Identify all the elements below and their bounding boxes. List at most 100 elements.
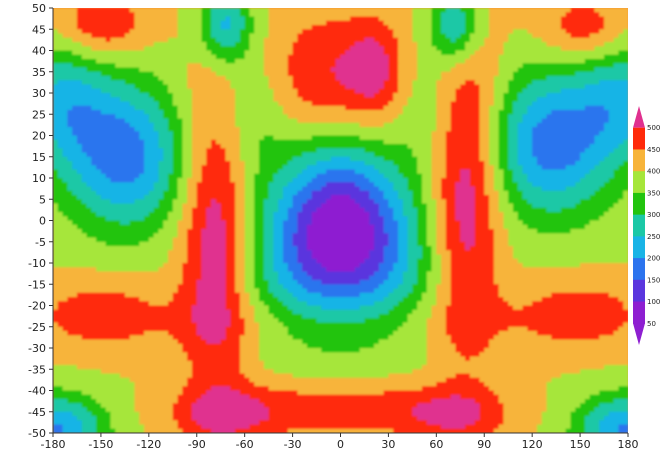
contour-cell xyxy=(436,297,452,302)
contour-cell xyxy=(584,428,600,433)
contour-cell xyxy=(235,101,279,107)
contour-cell xyxy=(551,110,610,115)
contour-cell xyxy=(402,110,437,115)
contour-cell xyxy=(244,250,255,256)
contour-cell xyxy=(522,165,543,171)
contour-cell xyxy=(239,139,260,145)
contour-cell xyxy=(268,288,289,294)
contour-cell xyxy=(398,37,413,43)
contour-cell xyxy=(455,37,471,43)
contour-cell xyxy=(201,271,227,277)
contour-cell xyxy=(124,33,179,39)
contour-cell xyxy=(546,386,620,392)
contour-cell xyxy=(235,258,246,264)
contour-cell xyxy=(53,390,83,396)
contour-cell xyxy=(53,144,59,149)
contour-cell xyxy=(168,122,183,128)
contour-cell xyxy=(532,80,600,86)
contour-cell xyxy=(465,241,476,247)
contour-cell xyxy=(575,71,628,77)
contour-cell xyxy=(187,254,203,260)
contour-cell xyxy=(613,203,628,209)
contour-cell xyxy=(254,173,275,179)
contour-cell xyxy=(508,114,524,120)
contour-cell xyxy=(244,267,255,273)
contour-cell xyxy=(345,105,385,111)
contour-cell xyxy=(306,237,375,243)
contour-cell xyxy=(134,382,188,387)
contour-cell xyxy=(321,292,361,298)
contour-cell xyxy=(53,216,68,222)
contour-cell xyxy=(235,271,246,277)
contour-cell xyxy=(182,148,193,154)
contour-cell xyxy=(177,25,203,30)
contour-cell xyxy=(388,275,404,281)
contour-cell xyxy=(513,207,548,213)
contour-cell xyxy=(168,250,188,256)
contour-cell xyxy=(623,190,628,196)
contour-cell xyxy=(235,267,246,273)
contour-cell xyxy=(445,224,461,230)
contour-cell xyxy=(479,416,505,421)
contour-cell xyxy=(493,93,505,98)
contour-cell xyxy=(273,292,294,298)
contour-cell xyxy=(211,139,217,145)
contour-cell xyxy=(469,356,628,362)
contour-cell xyxy=(206,220,227,226)
contour-cell xyxy=(527,224,586,230)
contour-cell xyxy=(469,33,490,39)
contour-cell xyxy=(215,37,241,43)
contour-cell xyxy=(201,275,227,281)
contour-cell xyxy=(498,135,509,141)
contour-cell xyxy=(53,407,88,413)
contour-cell xyxy=(455,190,476,196)
contour-cell xyxy=(297,190,313,196)
contour-cell xyxy=(196,182,236,188)
contour-cell xyxy=(513,71,576,77)
contour-cell xyxy=(374,343,428,349)
contour-cell xyxy=(570,229,628,234)
contour-cell xyxy=(225,224,236,230)
contour-cell xyxy=(546,76,628,81)
contour-cell xyxy=(292,195,313,200)
contour-cell xyxy=(369,220,385,226)
contour-cell xyxy=(76,292,126,298)
contour-cell xyxy=(498,195,509,200)
contour-cell xyxy=(53,199,83,205)
contour-cell xyxy=(426,241,437,247)
contour-cell xyxy=(508,122,519,128)
contour-cell xyxy=(407,178,423,183)
contour-cell xyxy=(450,339,490,345)
contour-cell xyxy=(393,263,409,268)
contour-cell xyxy=(254,267,265,273)
contour-cell xyxy=(72,127,136,132)
contour-cell xyxy=(53,42,83,47)
contour-cell xyxy=(53,148,64,154)
contour-cell xyxy=(158,161,174,166)
contour-cell xyxy=(359,292,390,298)
contour-cell xyxy=(263,360,428,366)
contour-cell xyxy=(292,309,390,315)
contour-cell xyxy=(287,161,318,166)
contour-cell xyxy=(489,224,505,230)
contour-cell xyxy=(364,37,375,43)
contour-cell xyxy=(311,275,370,281)
contour-cell xyxy=(302,203,322,209)
contour-cell xyxy=(412,16,433,22)
contour-cell xyxy=(398,76,418,81)
contour-cell xyxy=(489,118,500,124)
contour-cell xyxy=(311,195,332,200)
contour-cell xyxy=(182,343,241,349)
contour-cell xyxy=(402,280,418,285)
contour-cell xyxy=(302,169,327,175)
contour-cell xyxy=(398,254,409,260)
contour-cell xyxy=(191,403,265,409)
contour-cell xyxy=(273,267,289,273)
contour-cell xyxy=(287,54,342,60)
contour-cell xyxy=(191,224,207,230)
contour-cell xyxy=(474,199,490,205)
contour-cell xyxy=(163,114,179,120)
contour-cell xyxy=(455,97,481,103)
contour-cell xyxy=(211,25,222,30)
contour-cell xyxy=(508,237,628,243)
